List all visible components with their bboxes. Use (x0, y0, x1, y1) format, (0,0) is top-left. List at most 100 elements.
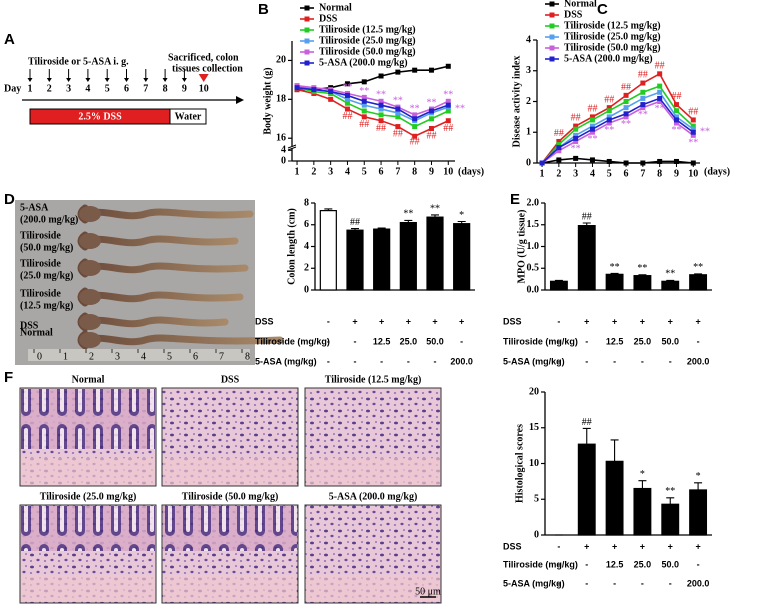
table-cell: 200.0 (687, 356, 710, 366)
series-point (623, 111, 629, 117)
series-point (673, 108, 679, 114)
significance-mark: ## (671, 91, 681, 102)
error-bar (351, 228, 359, 231)
x-tick-label: 7 (640, 168, 645, 179)
table-row-label: 5-ASA (mg/kg) (503, 578, 565, 588)
colon-label: Tiliroside (20, 258, 61, 269)
x-tick-label: 1 (540, 168, 545, 179)
bar (426, 216, 444, 291)
treatment-label: Tiliroside or 5-ASA i. g. (28, 56, 129, 67)
error-bar (638, 274, 647, 276)
significance-mark: ## (554, 128, 564, 139)
x-tick-label: 9 (674, 168, 679, 179)
ruler-number: 6 (193, 351, 198, 362)
significance-mark: ## (426, 131, 436, 142)
series-point (311, 87, 317, 93)
series-point (673, 114, 679, 120)
day-number: 1 (28, 83, 33, 94)
scale-bar-label: 50 μm (415, 586, 441, 597)
image-title: Tiliroside (12.5 mg/kg) (325, 374, 422, 385)
colon-label: (50.0 mg/kg) (20, 242, 73, 253)
series-point (573, 155, 579, 161)
day-number: 6 (124, 83, 129, 94)
significance-mark: ## (621, 82, 631, 93)
error-bar (694, 482, 703, 490)
series-point (673, 117, 679, 123)
series-point (606, 120, 612, 126)
significance-mark: ** (376, 90, 386, 101)
significance-mark: ** (393, 96, 403, 107)
series-point (606, 114, 612, 120)
table-cell: - (434, 356, 437, 366)
bar (633, 275, 652, 291)
table-cell: 25.0 (634, 559, 652, 569)
series-point (640, 160, 646, 166)
dose-arrowhead (85, 78, 91, 82)
y-tick-label: 4 (304, 241, 309, 252)
x-tick-label: 3 (328, 166, 333, 177)
significance-mark: ** (688, 137, 698, 148)
axis-break (287, 144, 297, 149)
table-row-label: DSS (255, 316, 274, 326)
error-bar (431, 214, 439, 218)
series-point (657, 95, 663, 101)
x-tick-label: 7 (395, 166, 400, 177)
significance-mark: ** (443, 90, 453, 101)
error-bar (324, 208, 333, 211)
series-point (573, 132, 579, 138)
table-cell: + (695, 316, 700, 326)
series-line (296, 84, 449, 116)
table-row-label: Tiliroside (mg/kg) (503, 336, 578, 346)
day-number: 8 (163, 83, 168, 94)
series-point (573, 123, 579, 129)
legend-swatch (549, 1, 555, 7)
sacrifice-label: Sacrificed, colon (168, 52, 239, 63)
x-tick-label: 8 (657, 168, 662, 179)
series-point (395, 69, 401, 75)
series-point (412, 133, 418, 139)
bar (661, 503, 680, 536)
series-point (673, 102, 679, 108)
series-point (361, 98, 367, 104)
legend-swatch (549, 45, 555, 51)
cecum (79, 332, 101, 348)
panel-label: B (258, 1, 269, 18)
significance-mark: ** (665, 269, 675, 280)
dss-label: 2.5% DSS (78, 111, 122, 122)
day-number: 9 (182, 83, 187, 94)
bar (346, 229, 364, 291)
series-point (606, 158, 612, 164)
cecum (79, 233, 101, 249)
submucosa (21, 575, 155, 602)
y-tick-label: 0 (534, 529, 539, 540)
significance-mark: ** (655, 103, 665, 114)
y-axis-title: Histological scores (514, 424, 525, 503)
y-tick-label: 0 (304, 284, 309, 295)
day-label: Day (4, 83, 21, 94)
ruler-number: 1 (63, 351, 68, 362)
error-bar (666, 279, 675, 282)
image-title: Tiliroside (25.0 mg/kg) (40, 491, 137, 502)
y-axis-title: Disease activity index (511, 56, 522, 148)
y-tick-label: 1.5 (527, 219, 540, 230)
table-cell: - (669, 578, 672, 588)
series-point (395, 106, 401, 112)
error-bar (457, 220, 466, 224)
table-cell: + (668, 541, 673, 551)
ruler-number: 4 (141, 351, 146, 362)
series-point (445, 63, 451, 69)
bar (689, 489, 708, 536)
series-point (344, 106, 350, 112)
table-cell: - (697, 336, 700, 346)
legend-swatch (549, 56, 555, 62)
x-tick-label: 10 (443, 166, 453, 177)
table-cell: + (695, 541, 700, 551)
table-cell: - (641, 356, 644, 366)
table-cell: 50.0 (661, 559, 679, 569)
series-point (361, 102, 367, 108)
table-cell: - (585, 559, 588, 569)
series-point (690, 132, 696, 138)
table-cell: + (432, 316, 437, 326)
dose-arrowhead (27, 78, 33, 82)
